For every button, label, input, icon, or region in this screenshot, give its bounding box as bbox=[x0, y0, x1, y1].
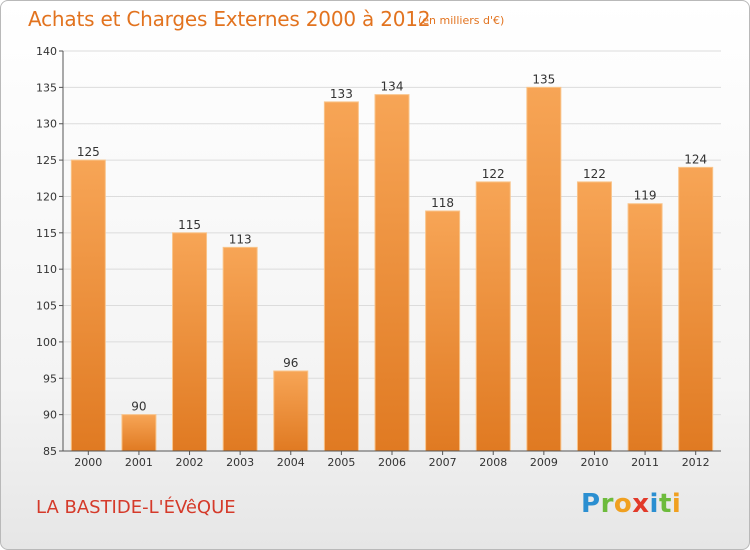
x-tick-label: 2012 bbox=[682, 456, 710, 469]
y-tick-label: 100 bbox=[36, 336, 57, 349]
x-tick-label: 2000 bbox=[74, 456, 102, 469]
bar-2009 bbox=[526, 86, 562, 452]
logo-letter: P bbox=[581, 489, 601, 519]
bar-2006 bbox=[374, 94, 410, 452]
logo-letter: r bbox=[600, 489, 614, 519]
x-tick-label: 2007 bbox=[429, 456, 457, 469]
bars: 125 90 115 113 96 133 134 118 122 135 122 119 124 bbox=[70, 72, 714, 452]
x-tick-label: 2010 bbox=[580, 456, 608, 469]
logo-letter: x bbox=[632, 489, 650, 519]
logo-letter: t bbox=[658, 489, 672, 519]
bar-2004 bbox=[273, 370, 309, 452]
commune-name: LA BASTIDE-L'ÉVêQUE bbox=[36, 497, 236, 518]
bar-2008 bbox=[475, 181, 511, 452]
bar-value-label: 118 bbox=[431, 196, 454, 210]
bar-2010 bbox=[576, 181, 612, 452]
y-tick-label: 115 bbox=[36, 227, 57, 240]
logo-letter: o bbox=[613, 489, 633, 519]
bar-value-label: 119 bbox=[634, 189, 657, 203]
bar-value-label: 122 bbox=[583, 167, 606, 181]
y-tick-label: 110 bbox=[36, 263, 57, 276]
x-tick-label: 2004 bbox=[277, 456, 305, 469]
bar-value-label: 113 bbox=[229, 232, 252, 246]
x-tick-label: 2002 bbox=[176, 456, 204, 469]
bar-2005 bbox=[323, 101, 359, 452]
x-tick-label: 2011 bbox=[631, 456, 659, 469]
bar-value-label: 133 bbox=[330, 87, 353, 101]
x-tick-label: 2005 bbox=[327, 456, 355, 469]
y-tick-label: 130 bbox=[36, 118, 57, 131]
y-tick-label: 85 bbox=[43, 445, 57, 458]
bar-value-label: 135 bbox=[532, 72, 555, 86]
chart-subtitle: (en milliers d'€) bbox=[418, 14, 505, 27]
bar-value-label: 90 bbox=[131, 400, 146, 414]
axes: 85 90 95 100 105 110 115 120 125 130 135 140 2000 200… bbox=[36, 45, 721, 469]
proxiti-logo: Proxiti bbox=[581, 489, 681, 519]
x-tick-label: 2003 bbox=[226, 456, 254, 469]
x-tick-label: 2001 bbox=[125, 456, 153, 469]
bar-2011 bbox=[627, 203, 663, 452]
x-tick-label: 2006 bbox=[378, 456, 406, 469]
y-tick-label: 105 bbox=[36, 300, 57, 313]
chart-title: Achats et Charges Externes 2000 à 2012 bbox=[28, 7, 431, 31]
bar-value-label: 115 bbox=[178, 218, 201, 232]
x-tick-label: 2009 bbox=[530, 456, 558, 469]
y-tick-label: 120 bbox=[36, 190, 57, 203]
bar-2002 bbox=[172, 232, 208, 452]
bar-2003 bbox=[222, 246, 258, 452]
bar-2012 bbox=[678, 166, 714, 452]
bar-value-label: 122 bbox=[482, 167, 505, 181]
y-tick-label: 140 bbox=[36, 45, 57, 58]
bar-value-label: 134 bbox=[381, 80, 404, 94]
logo-letter: i bbox=[649, 489, 659, 519]
y-tick-label: 95 bbox=[43, 372, 57, 385]
y-tick-label: 135 bbox=[36, 81, 57, 94]
y-tick-label: 90 bbox=[43, 409, 57, 422]
x-tick-label: 2008 bbox=[479, 456, 507, 469]
bar-2000 bbox=[70, 159, 106, 452]
bar-2001 bbox=[121, 414, 157, 452]
bar-value-label: 125 bbox=[77, 145, 100, 159]
y-tick-label: 125 bbox=[36, 154, 57, 167]
bar-2007 bbox=[425, 210, 461, 452]
bar-value-label: 124 bbox=[684, 152, 707, 166]
logo-letter: i bbox=[671, 489, 682, 519]
bar-value-label: 96 bbox=[283, 356, 298, 370]
